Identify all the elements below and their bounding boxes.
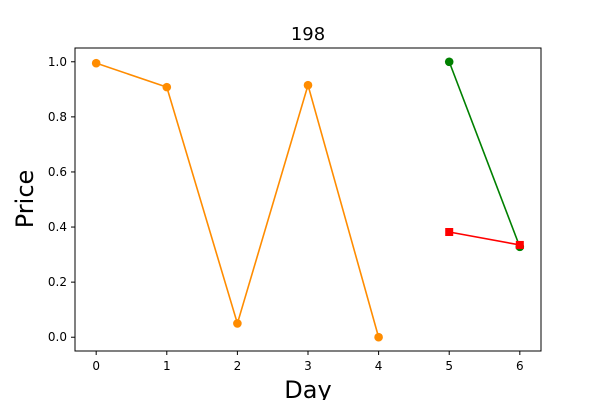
x-tick-label: 1 (163, 359, 171, 373)
y-tick-label: 0.2 (48, 275, 67, 289)
plot-area: 0 1 2 3 4 5 6 0.0 0.2 0.4 0.6 0.8 1.0 (48, 47, 542, 373)
y-tick-label: 0.8 (48, 110, 67, 124)
y-tick-label: 0.4 (48, 220, 67, 234)
series-1-point (444, 57, 454, 67)
x-tick-label: 4 (375, 359, 383, 373)
x-tick-label: 0 (92, 359, 100, 373)
series-1-line (448, 61, 521, 248)
plot-frame (74, 47, 542, 352)
chart-title: 198 (291, 24, 325, 45)
y-tick-label: 0.6 (48, 165, 67, 179)
y-tick-label: 0.0 (48, 330, 67, 344)
series-0-point (91, 58, 101, 68)
x-tick-label: 3 (304, 359, 312, 373)
y-tick-label: 1.0 (48, 55, 67, 69)
x-tick-label: 5 (445, 359, 453, 373)
series-2-point (515, 240, 524, 249)
series-0-point (162, 82, 172, 92)
series-0-point (233, 319, 242, 328)
y-axis-label: Price (11, 170, 39, 229)
series-0-point (303, 80, 313, 90)
x-tick-label: 2 (234, 359, 242, 373)
series-0-line (95, 62, 380, 338)
x-axis-label: Day (284, 376, 331, 400)
series-2-line (449, 231, 520, 246)
series-0-point (374, 332, 383, 342)
series-2-point (445, 228, 454, 237)
x-tick-label: 6 (516, 359, 524, 373)
